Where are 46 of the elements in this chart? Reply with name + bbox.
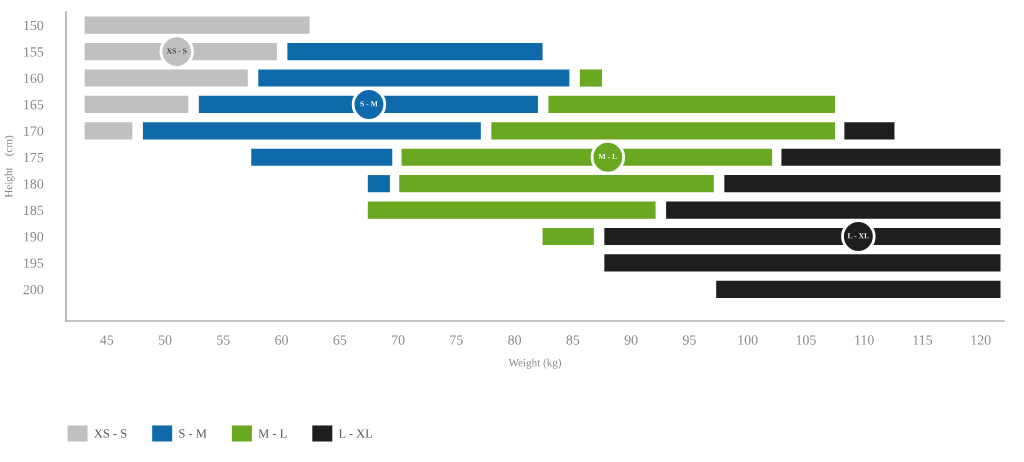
bar — [367, 201, 656, 219]
bar — [84, 95, 189, 114]
bar — [716, 280, 1001, 298]
y-tick-label: 200 — [23, 284, 44, 295]
y-tick-label: 160 — [24, 73, 44, 83]
x-tick-label: 45 — [100, 335, 114, 345]
bar — [844, 122, 895, 140]
y-tick-label: 185 — [24, 205, 44, 216]
bar — [724, 175, 1001, 193]
bar — [251, 148, 393, 166]
x-tick-label: 55 — [217, 335, 230, 345]
bar — [781, 148, 1001, 166]
y-tick-label: 165 — [24, 100, 44, 110]
x-tick-label: 95 — [682, 335, 696, 345]
bar — [367, 175, 390, 193]
x-tick-label: 85 — [566, 335, 580, 345]
x-tick-label: 110 — [855, 335, 874, 345]
bar — [84, 122, 133, 140]
bar — [542, 227, 594, 246]
x-tick-label: 60 — [275, 335, 288, 345]
bar — [548, 95, 836, 114]
y-tick-label: 190 — [24, 232, 44, 242]
x-tick-label: 75 — [450, 335, 463, 345]
x-tick-label: 80 — [508, 335, 522, 345]
bar — [287, 43, 543, 61]
y-tick-label: 170 — [24, 126, 44, 136]
x-tick-label: 90 — [624, 335, 638, 345]
x-axis-title: Weight (kg) — [508, 358, 562, 369]
x-tick-label: 115 — [913, 335, 933, 345]
y-tick-label: 195 — [24, 258, 44, 268]
legend-label: XS - S — [94, 429, 127, 438]
legend-label: M - L — [258, 429, 287, 438]
y-tick-label: 175 — [24, 152, 44, 163]
legend-label: S - M — [179, 429, 207, 438]
legend-label: L - XL — [338, 429, 373, 438]
y-axis-title: Height (cm) — [4, 135, 15, 198]
x-tick-label: 50 — [158, 335, 172, 345]
x-tick-label: 105 — [796, 335, 816, 345]
y-tick-label: 180 — [24, 179, 44, 189]
x-tick-label: 120 — [971, 335, 991, 345]
y-tick-label: 150 — [24, 20, 44, 31]
x-tick-label: 100 — [738, 335, 758, 345]
x-tick-label: 70 — [392, 335, 405, 345]
bar — [579, 69, 602, 87]
x-tick-label: 65 — [333, 335, 347, 345]
y-tick-label: 155 — [24, 47, 44, 57]
